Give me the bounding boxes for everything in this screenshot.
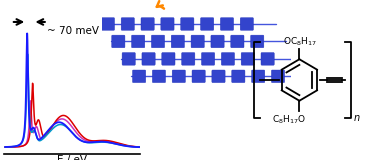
FancyBboxPatch shape: [200, 18, 214, 30]
FancyBboxPatch shape: [132, 35, 145, 48]
Text: n: n: [354, 113, 360, 124]
FancyBboxPatch shape: [271, 70, 285, 83]
X-axis label: E / eV: E / eV: [57, 155, 87, 160]
FancyBboxPatch shape: [171, 35, 184, 48]
Text: OC$_8$H$_{17}$: OC$_8$H$_{17}$: [283, 35, 317, 48]
FancyBboxPatch shape: [232, 70, 245, 83]
FancyBboxPatch shape: [241, 53, 254, 65]
FancyBboxPatch shape: [161, 18, 174, 30]
FancyBboxPatch shape: [252, 70, 265, 83]
FancyBboxPatch shape: [121, 18, 135, 30]
FancyBboxPatch shape: [220, 18, 234, 30]
FancyBboxPatch shape: [182, 53, 195, 65]
FancyBboxPatch shape: [240, 18, 253, 30]
FancyBboxPatch shape: [251, 35, 264, 48]
FancyBboxPatch shape: [261, 53, 274, 65]
FancyBboxPatch shape: [151, 35, 165, 48]
FancyBboxPatch shape: [122, 53, 135, 65]
FancyBboxPatch shape: [211, 35, 224, 48]
FancyBboxPatch shape: [212, 70, 225, 83]
Text: C$_8$H$_{17}$O: C$_8$H$_{17}$O: [272, 114, 307, 126]
FancyBboxPatch shape: [191, 35, 204, 48]
FancyBboxPatch shape: [141, 18, 154, 30]
FancyBboxPatch shape: [132, 70, 146, 83]
FancyBboxPatch shape: [142, 53, 155, 65]
FancyBboxPatch shape: [112, 35, 125, 48]
FancyBboxPatch shape: [101, 18, 115, 30]
FancyBboxPatch shape: [152, 70, 166, 83]
FancyBboxPatch shape: [192, 70, 205, 83]
Text: ~ 70 meV: ~ 70 meV: [47, 26, 99, 36]
FancyBboxPatch shape: [181, 18, 194, 30]
FancyBboxPatch shape: [222, 53, 234, 65]
FancyBboxPatch shape: [201, 53, 215, 65]
FancyBboxPatch shape: [231, 35, 244, 48]
FancyBboxPatch shape: [162, 53, 175, 65]
FancyBboxPatch shape: [172, 70, 185, 83]
